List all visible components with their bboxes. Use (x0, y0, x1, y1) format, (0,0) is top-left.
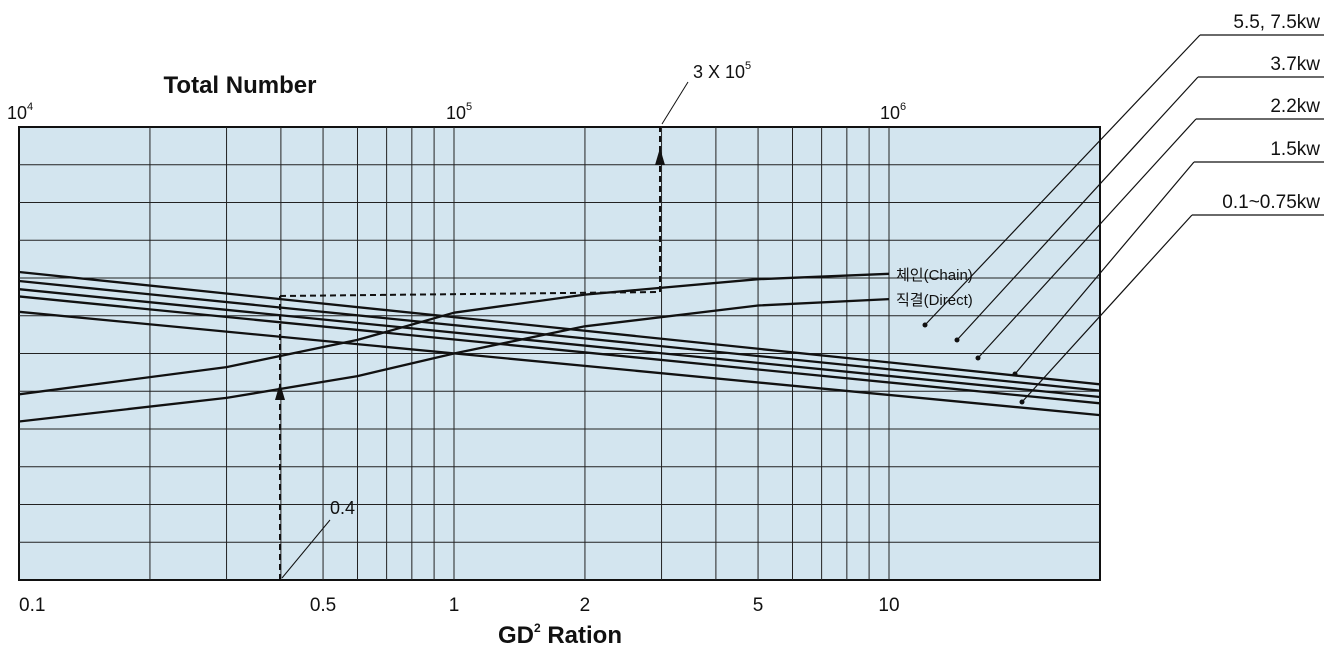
leader-line (977, 118, 1197, 359)
x-tick-label: 10 (878, 595, 899, 616)
series-labels: 5.5, 7.5kw 3.7kw 2.2kw 1.5kw 0.1~0.75kw (922, 12, 1324, 405)
series-group: 체인(Chain) 직결(Direct) (18, 267, 1101, 423)
series-line (18, 295, 1101, 405)
top-tick-label: 105 (446, 101, 472, 123)
series-line (18, 279, 1101, 392)
leader-arrowhead (954, 337, 960, 343)
leader-arrowhead (975, 355, 981, 361)
top-tick-labels: 104 105 106 (7, 101, 906, 123)
bottom-tick-labels: 0.1 0.5 1 2 5 10 (19, 595, 900, 616)
x-tick-label: 0.1 (19, 595, 45, 616)
series-line (18, 270, 1101, 386)
leader-line (956, 76, 1199, 341)
series-label: 0.1~0.75kw (1222, 192, 1320, 213)
annotation-group: 0.4 3 X 105 (275, 60, 751, 580)
leader-arrowhead (922, 322, 928, 328)
series-line (18, 310, 1101, 417)
series-curve (18, 297, 890, 423)
series-curve (18, 272, 890, 396)
x-tick-label: 1 (449, 595, 460, 616)
leader-arrowhead (1019, 399, 1025, 405)
total-marker-label: 3 X 105 (693, 60, 751, 82)
leader-line (924, 34, 1201, 326)
series-label: 1.5kw (1270, 139, 1320, 160)
leader-line (281, 519, 331, 579)
guide-line (279, 291, 661, 297)
leader-arrowhead (1012, 371, 1018, 377)
leader-line (1021, 214, 1193, 403)
horizontal-grid (19, 164, 1100, 543)
arrow-up (655, 148, 665, 165)
series-label: 5.5, 7.5kw (1233, 12, 1320, 33)
top-tick-label: 106 (880, 101, 906, 123)
x-tick-label: 5 (753, 595, 764, 616)
arrow-up (275, 383, 285, 400)
series-curve-label: 체인(Chain) (896, 267, 973, 284)
series-curve-label: 직결(Direct) (896, 292, 973, 309)
x-tick-label: 2 (580, 595, 591, 616)
leader-line (1014, 161, 1195, 375)
series-label: 2.2kw (1270, 96, 1320, 117)
top-tick-label: 104 (7, 101, 33, 123)
bottom-axis-title: GD2 Ration (498, 621, 622, 649)
leader-line (661, 81, 689, 125)
gd2-marker-label: 0.4 (330, 498, 355, 518)
series-label: 3.7kw (1270, 54, 1320, 75)
series-line (18, 288, 1101, 399)
x-tick-label: 0.5 (310, 595, 336, 616)
top-axis-title: Total Number (164, 72, 317, 99)
